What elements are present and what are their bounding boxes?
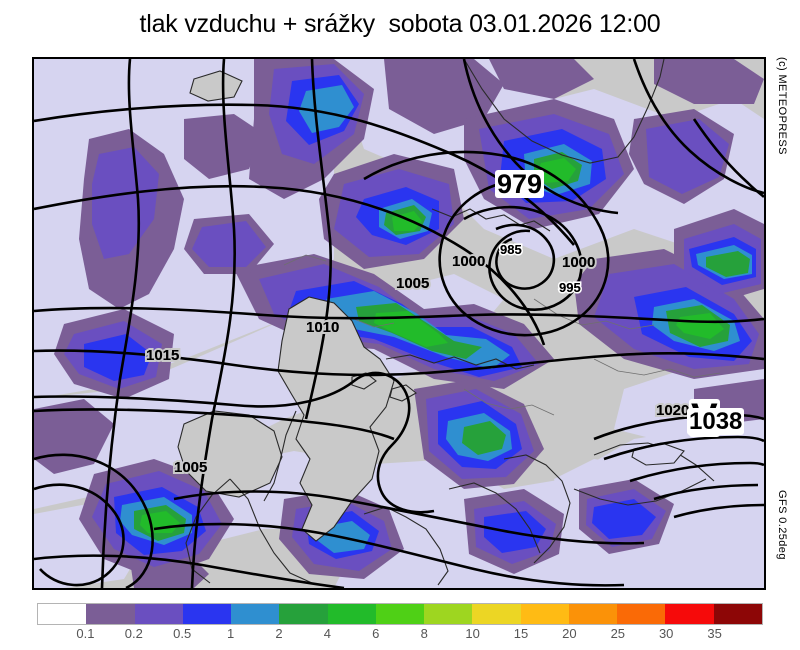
svg-text:1015: 1015 [146,347,179,364]
colorbar-tick-25: 25 [610,626,626,641]
colorbar-tick-0.2: 0.2 [124,626,143,641]
high-pressure-value: 1038 [687,408,745,435]
colorbar-tick-0.5: 0.5 [173,626,192,641]
page-title: tlak vzduchu + srážky sobota 03.01.2026 … [139,10,661,38]
colorbar-segment-6 [327,604,376,624]
svg-text:1010: 1010 [306,319,339,336]
map-svg: 985 985 995 995 [34,59,764,588]
svg-text:1005: 1005 [396,275,429,292]
svg-text:985: 985 [500,242,522,257]
svg-text:1000: 1000 [452,253,485,270]
colorbar-segment-1 [86,604,135,624]
colorbar-tick-8: 8 [420,626,428,641]
svg-text:985: 985 [500,242,522,257]
colorbar-segment-7 [375,604,425,624]
colorbar-segments [37,603,763,625]
model-label: GFS 0.25deg [776,490,788,560]
svg-text:1015: 1015 [146,347,179,364]
svg-text:995: 995 [559,280,581,295]
isobar-labels: 985 985 995 995 [144,240,691,478]
svg-text:1000: 1000 [562,254,595,271]
precip-band-6 [140,158,724,533]
low-pressure-value: 979 [495,169,545,199]
colorbar-segment-4 [231,604,280,624]
svg-text:1020: 1020 [656,402,689,419]
colorbar-tick-1: 1 [226,626,235,641]
svg-text:1005: 1005 [396,275,429,292]
colorbar-segment-0 [38,604,87,624]
colorbar-segment-11 [568,604,618,624]
high-pressure-center: V 1038 [687,398,746,438]
colorbar-tick-35: 35 [707,626,722,641]
colorbar-tick-6: 6 [372,626,380,641]
svg-text:1010: 1010 [306,319,339,336]
colorbar-tick-20: 20 [562,626,577,641]
colorbar-segment-5 [279,604,328,624]
copyright-label: (c) METEOPRESS [776,57,788,155]
colorbar-tick-30: 30 [658,626,674,641]
svg-text:1005: 1005 [174,459,207,476]
colorbar-segment-12 [617,604,666,624]
colorbar-tick-4: 4 [323,626,332,641]
colorbar-segment-13 [665,604,714,624]
colorbar-segment-10 [520,604,569,624]
colorbar-tick-0.1: 0.1 [76,626,95,641]
precipitation-colorbar[interactable] [37,603,763,625]
colorbar-segment-3 [182,604,232,624]
svg-text:1000: 1000 [562,254,595,271]
colorbar-tick-2: 2 [275,626,283,641]
colorbar-segment-14 [713,604,762,624]
svg-text:1020: 1020 [656,402,689,419]
coastlines [177,59,721,586]
svg-text:995: 995 [559,280,581,295]
colorbar-tick-labels: 0.1 0.2 0.5 1 2 4 6 8 10 15 20 25 30 35 [37,626,763,644]
colorbar-tick-10: 10 [465,626,480,641]
colorbar-tick-15: 15 [513,626,529,641]
svg-text:1000: 1000 [452,253,485,270]
weather-map-canvas[interactable]: 985 985 995 995 [32,57,766,590]
colorbar-segment-2 [134,604,183,624]
svg-text:1005: 1005 [174,459,207,476]
colorbar-segment-9 [472,604,521,624]
colorbar-segment-8 [424,604,473,624]
